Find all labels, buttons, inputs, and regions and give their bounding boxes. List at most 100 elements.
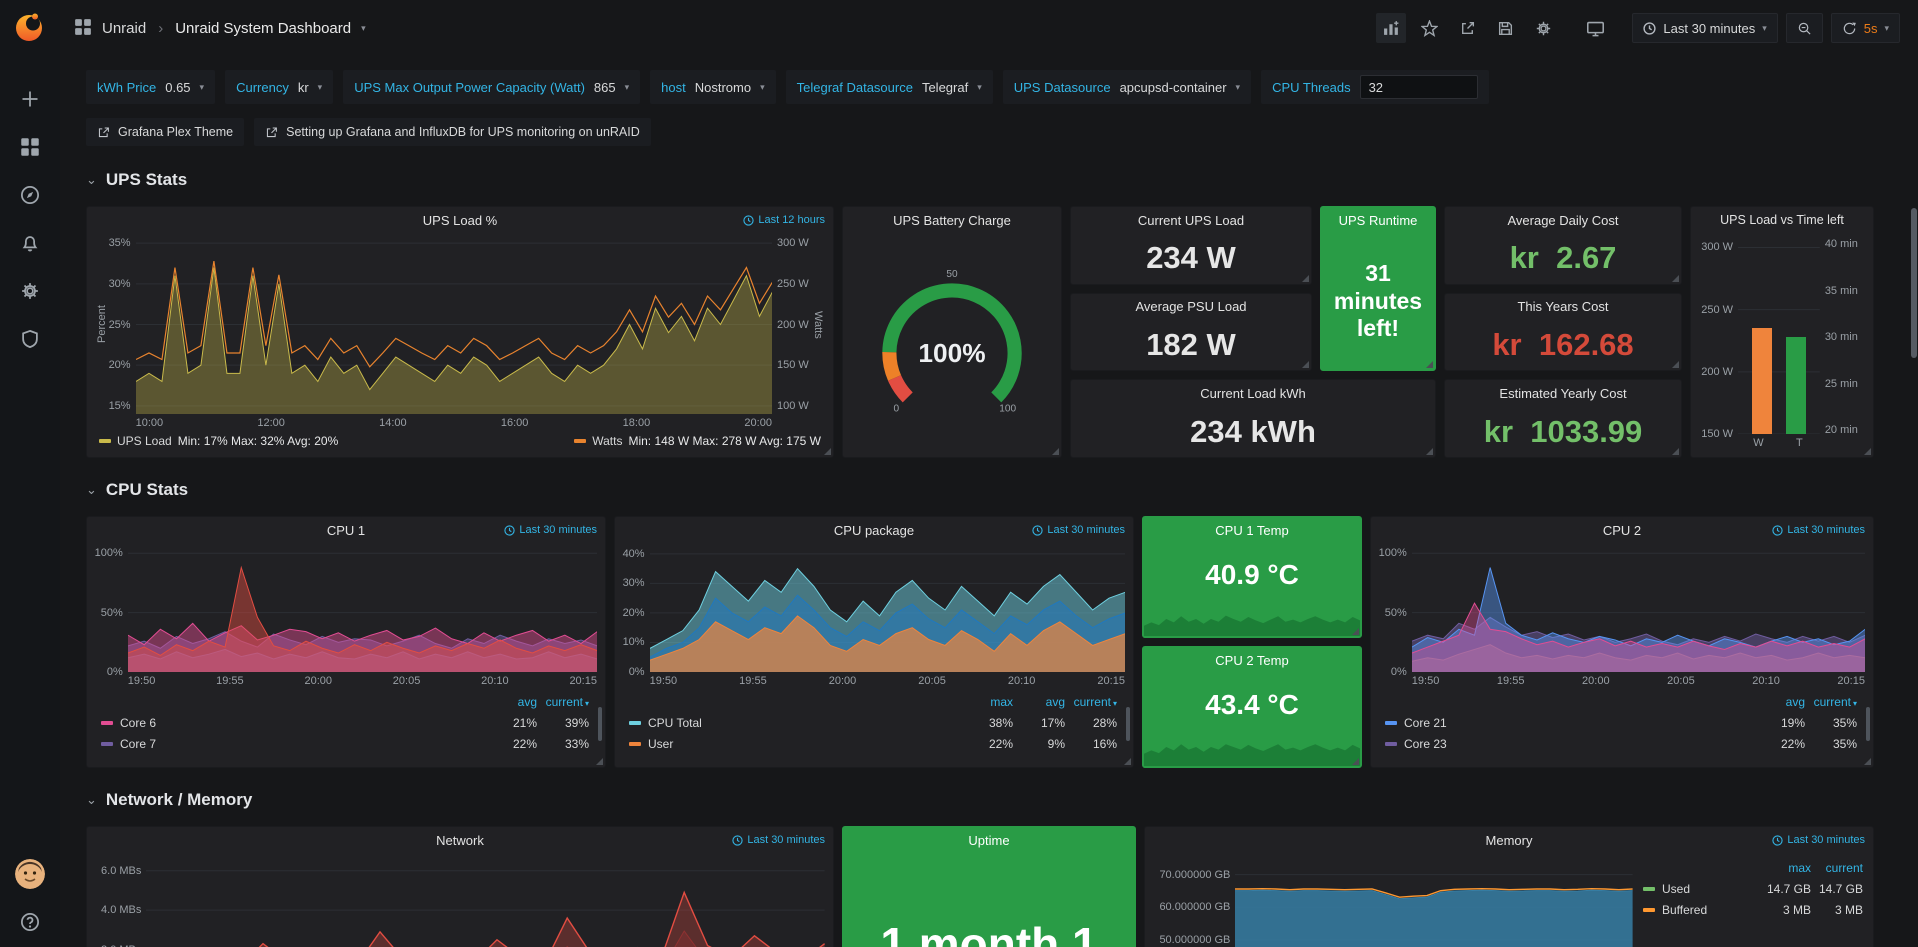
variable-value[interactable]: Telegraf <box>922 80 968 95</box>
variable-ups-max-output[interactable]: UPS Max Output Power Capacity (Watt) 865… <box>343 70 640 104</box>
legend-col-avg[interactable]: avg <box>485 695 537 709</box>
breadcrumb-current[interactable]: Unraid System Dashboard <box>175 20 351 37</box>
breadcrumb-root[interactable]: Unraid <box>102 20 146 37</box>
navbar-actions: Last 30 minutes ▾ 5s ▾ <box>1376 13 1900 43</box>
sidebar-help-button[interactable] <box>19 911 41 933</box>
chart-plot[interactable] <box>146 855 825 947</box>
legend-row-used[interactable]: Used 14.7 GB 14.7 GB <box>1643 878 1863 899</box>
dashboard-grid-icon[interactable] <box>74 18 92 39</box>
legend-row-user[interactable]: User 22% 9% 16% <box>629 733 1117 754</box>
time-range-badge[interactable]: Last 30 minutes <box>504 524 597 536</box>
load-vs-time-chart[interactable]: 300 W250 W200 W150 W40 min35 min30 min25… <box>1699 235 1865 451</box>
panel-title[interactable]: This Years Cost <box>1445 294 1681 320</box>
legend-col-avg[interactable]: avg <box>1013 695 1065 709</box>
panel-title[interactable]: Current Load kWh <box>1071 380 1435 406</box>
legend-col-current[interactable]: current▾ <box>1065 695 1117 709</box>
legend-row-cpu-total[interactable]: CPU Total 38% 17% 28% <box>629 712 1117 733</box>
legend-scrollbar[interactable] <box>1126 707 1130 741</box>
time-range-badge[interactable]: Last 30 minutes <box>1032 524 1125 536</box>
section-ups-stats[interactable]: ⌄ UPS Stats <box>86 168 1874 192</box>
legend-col-avg[interactable]: avg <box>1753 695 1805 709</box>
time-range-badge[interactable]: Last 30 minutes <box>1772 834 1865 846</box>
chart-plot[interactable] <box>1235 855 1633 947</box>
legend-col-current[interactable]: current▾ <box>1805 695 1857 709</box>
legend-row-core-7[interactable]: Core 7 22% 33% <box>101 733 589 754</box>
cpu2-chart[interactable]: 100%50%0%19:5019:5520:0020:0520:1020:15 <box>1379 545 1865 689</box>
panel-title[interactable]: Estimated Yearly Cost <box>1445 380 1681 406</box>
sidebar-admin-button[interactable] <box>19 328 41 350</box>
scrollbar[interactable] <box>1911 208 1917 358</box>
sidebar-dashboards-button[interactable] <box>19 136 41 158</box>
variable-value[interactable]: kr <box>298 80 309 95</box>
variable-currency[interactable]: Currency kr ▾ <box>225 70 333 104</box>
legend-col-current[interactable]: current▾ <box>537 695 589 709</box>
time-picker-button[interactable]: Last 30 minutes ▾ <box>1632 13 1777 43</box>
sidebar-create-button[interactable] <box>19 88 41 110</box>
panel-title[interactable]: UPS Load % <box>87 207 833 233</box>
panel-title[interactable]: UPS Battery Charge <box>843 207 1061 233</box>
sidebar-configuration-button[interactable] <box>19 280 41 302</box>
variable-value[interactable]: 865 <box>594 80 616 95</box>
panel-title[interactable]: Network <box>87 827 833 853</box>
legend-row-buffered[interactable]: Buffered 3 MB 3 MB <box>1643 899 1863 920</box>
variable-value[interactable]: apcupsd-container <box>1120 80 1227 95</box>
chart-plot[interactable] <box>1738 235 1820 434</box>
variable-telegraf-datasource[interactable]: Telegraf Datasource Telegraf ▾ <box>786 70 993 104</box>
panel-title[interactable]: CPU 2 Temp <box>1143 647 1361 673</box>
memory-chart[interactable]: 70.000000 GB60.000000 GB50.000000 GB <box>1153 855 1633 947</box>
legend-col-max[interactable]: max <box>1759 861 1811 875</box>
legend-row-core-21[interactable]: Core 21 19% 35% <box>1385 712 1857 733</box>
link-grafana-plex-theme[interactable]: Grafana Plex Theme <box>86 118 244 146</box>
panel-title[interactable]: UPS Runtime <box>1321 207 1435 233</box>
variable-kwh-price[interactable]: kWh Price 0.65 ▾ <box>86 70 215 104</box>
cycle-view-button[interactable] <box>1580 13 1610 43</box>
panel-title[interactable]: CPU 1 Temp <box>1143 517 1361 543</box>
share-button[interactable] <box>1452 13 1482 43</box>
cpu1-chart[interactable]: 100%50%0%19:5019:5520:0020:0520:1020:15 <box>95 545 597 689</box>
sidebar-explore-button[interactable] <box>19 184 41 206</box>
time-range-badge[interactable]: Last 12 hours <box>743 214 825 226</box>
sidebar-alerting-button[interactable] <box>19 232 41 254</box>
chart-plot[interactable] <box>1412 545 1865 672</box>
legend-scrollbar[interactable] <box>1866 707 1870 741</box>
legend-row-core-6[interactable]: Core 6 21% 39% <box>101 712 589 733</box>
save-button[interactable] <box>1490 13 1520 43</box>
cpu-threads-input[interactable] <box>1360 75 1478 99</box>
chart-plot[interactable] <box>136 235 772 414</box>
refresh-button[interactable]: 5s ▾ <box>1831 13 1900 43</box>
chart-plot[interactable] <box>650 545 1125 672</box>
star-button[interactable] <box>1414 13 1444 43</box>
legend-item-watts[interactable]: Watts Min: 148 W Max: 278 W Avg: 175 W <box>574 434 821 448</box>
panel-title[interactable]: UPS Load vs Time left <box>1691 207 1873 233</box>
ups-load-chart[interactable]: Percent35%30%25%20%15%300 W250 W200 W150… <box>95 235 825 431</box>
legend-row-core-23[interactable]: Core 23 22% 35% <box>1385 733 1857 754</box>
variable-host[interactable]: host Nostromo ▾ <box>650 70 775 104</box>
panel-title[interactable]: Average Daily Cost <box>1445 207 1681 233</box>
legend-scrollbar[interactable] <box>598 707 602 741</box>
link-ups-monitoring-guide[interactable]: Setting up Grafana and InfluxDB for UPS … <box>254 118 651 146</box>
time-range-badge[interactable]: Last 30 minutes <box>1772 524 1865 536</box>
legend-item-ups-load[interactable]: UPS Load Min: 17% Max: 32% Avg: 20% <box>99 434 338 448</box>
cpu-package-chart[interactable]: 40%30%20%10%0%19:5019:5520:0020:0520:102… <box>623 545 1125 689</box>
variable-value[interactable]: 0.65 <box>165 80 190 95</box>
user-avatar[interactable] <box>15 859 45 889</box>
panel-title[interactable]: Current UPS Load <box>1071 207 1311 233</box>
dashboard-settings-button[interactable] <box>1528 13 1558 43</box>
breadcrumb-separator-icon: › <box>158 20 163 37</box>
chevron-down-icon[interactable]: ▾ <box>361 23 366 34</box>
section-cpu-stats[interactable]: ⌄ CPU Stats <box>86 478 1874 502</box>
add-panel-button[interactable] <box>1376 13 1406 43</box>
panel-title[interactable]: Average PSU Load <box>1071 294 1311 320</box>
panel-title[interactable]: Uptime <box>843 827 1135 853</box>
zoom-out-button[interactable] <box>1786 13 1823 43</box>
legend-col-max[interactable]: max <box>961 695 1013 709</box>
chart-plot[interactable] <box>128 545 597 672</box>
time-range-badge[interactable]: Last 30 minutes <box>732 834 825 846</box>
section-network-memory[interactable]: ⌄ Network / Memory <box>86 788 1874 812</box>
variable-ups-datasource[interactable]: UPS Datasource apcupsd-container ▾ <box>1003 70 1251 104</box>
legend-col-current[interactable]: current <box>1811 861 1863 875</box>
variable-value[interactable]: Nostromo <box>695 80 751 95</box>
panel-title[interactable]: Memory <box>1145 827 1873 853</box>
network-chart[interactable]: 6.0 MBs4.0 MBs2.0 MBs <box>95 855 825 947</box>
grafana-logo[interactable] <box>13 10 47 44</box>
